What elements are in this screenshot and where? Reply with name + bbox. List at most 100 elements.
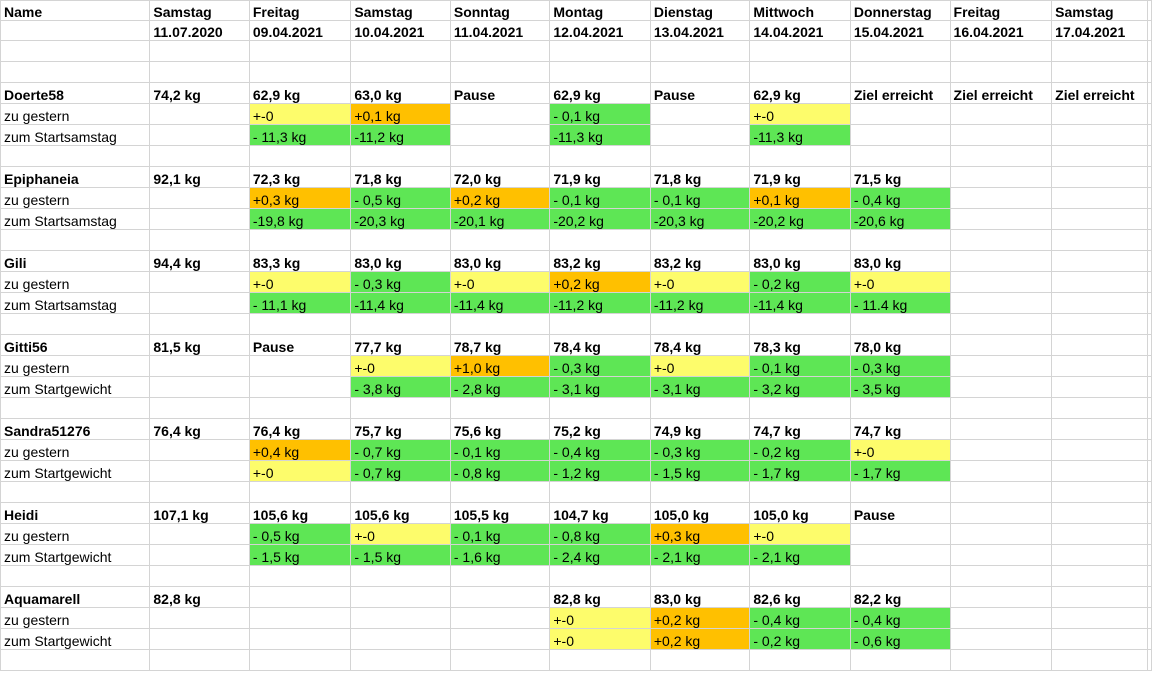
empty-cell[interactable] [449,481,551,503]
total-label[interactable]: zum Startgewicht [0,376,151,398]
empty-cell[interactable] [949,313,1053,335]
total-cell[interactable] [949,292,1053,314]
total-cell[interactable]: - 2,4 kg [549,544,651,566]
empty-cell[interactable] [949,565,1053,587]
empty-cell[interactable] [849,40,951,62]
weight-cell[interactable]: 107,1 kg [149,502,250,524]
weight-cell[interactable]: 83,0 kg [749,250,851,272]
total-cell[interactable]: +-0 [549,628,651,650]
diff-cell[interactable]: - 0,2 kg [749,439,851,461]
empty-cell[interactable] [1051,565,1148,587]
weight-cell[interactable]: 105,0 kg [649,502,751,524]
weight-cell[interactable]: 72,0 kg [449,166,551,188]
empty-cell[interactable] [849,481,951,503]
empty-cell[interactable] [649,40,751,62]
diff-cell[interactable] [949,439,1053,461]
empty-cell[interactable] [248,481,352,503]
weight-cell[interactable]: 81,5 kg [149,334,250,356]
empty-cell[interactable] [1147,20,1152,41]
empty-cell[interactable] [449,649,551,671]
empty-cell[interactable] [248,145,352,167]
empty-cell[interactable] [1147,418,1152,440]
weight-cell[interactable]: 71,9 kg [549,166,651,188]
header-day[interactable]: Sonntag [449,0,551,21]
diff-label[interactable]: zu gestern [0,523,151,545]
header-date[interactable]: 11.07.2020 [149,20,250,41]
diff-cell[interactable]: - 0,5 kg [350,187,451,209]
total-cell[interactable]: - 3,8 kg [350,376,451,398]
empty-cell[interactable] [1147,502,1152,524]
empty-cell[interactable] [1147,355,1152,377]
empty-cell[interactable] [0,40,151,62]
empty-cell[interactable] [749,313,851,335]
empty-cell[interactable] [149,481,250,503]
total-label[interactable]: zum Startgewicht [0,460,151,482]
diff-cell[interactable]: +-0 [649,355,751,377]
weight-cell[interactable]: 74,9 kg [649,418,751,440]
diff-label[interactable]: zu gestern [0,187,151,209]
total-cell[interactable]: - 1,5 kg [350,544,451,566]
empty-cell[interactable] [1051,649,1148,671]
weight-cell[interactable] [1051,250,1148,272]
weight-cell[interactable]: 78,4 kg [549,334,651,356]
diff-cell[interactable] [248,355,352,377]
header-date[interactable]: 11.04.2021 [449,20,551,41]
diff-label[interactable]: zu gestern [0,607,151,629]
total-cell[interactable] [149,376,250,398]
empty-cell[interactable] [1147,292,1152,314]
header-day[interactable]: Samstag [350,0,451,21]
weight-cell[interactable]: 72,3 kg [248,166,352,188]
diff-cell[interactable]: - 0,3 kg [549,355,651,377]
total-cell[interactable] [449,124,551,146]
total-cell[interactable] [149,460,250,482]
empty-cell[interactable] [1147,481,1152,503]
total-cell[interactable] [949,376,1053,398]
weight-cell[interactable] [949,166,1053,188]
weight-cell[interactable]: 83,0 kg [449,250,551,272]
total-cell[interactable]: - 11.4 kg [849,292,951,314]
participant-name[interactable]: Gili [0,250,151,272]
weight-cell[interactable]: 83,0 kg [350,250,451,272]
header-day[interactable]: Samstag [1051,0,1148,21]
total-cell[interactable] [849,544,951,566]
diff-cell[interactable]: +0,2 kg [649,607,751,629]
total-cell[interactable]: -19,8 kg [248,208,352,230]
empty-cell[interactable] [0,649,151,671]
diff-cell[interactable]: - 0,2 kg [749,271,851,293]
diff-cell[interactable] [949,103,1053,125]
weight-cell[interactable] [248,586,352,608]
weight-cell[interactable] [949,418,1053,440]
total-cell[interactable]: -20,2 kg [749,208,851,230]
diff-cell[interactable]: +-0 [350,355,451,377]
empty-cell[interactable] [1051,40,1148,62]
header-day[interactable]: Donnerstag [849,0,951,21]
header-day[interactable]: Dienstag [649,0,751,21]
empty-cell[interactable] [1051,61,1148,83]
empty-cell[interactable] [1147,607,1152,629]
weight-cell[interactable]: 71,5 kg [849,166,951,188]
empty-cell[interactable] [248,649,352,671]
empty-cell[interactable] [949,649,1053,671]
weight-cell[interactable]: 62,9 kg [749,82,851,104]
diff-cell[interactable]: - 0,7 kg [350,439,451,461]
total-cell[interactable] [1051,208,1148,230]
diff-cell[interactable] [1051,607,1148,629]
empty-cell[interactable] [549,40,651,62]
weight-cell[interactable]: 63,0 kg [350,82,451,104]
empty-cell[interactable] [0,565,151,587]
diff-cell[interactable]: - 0,3 kg [350,271,451,293]
diff-cell[interactable]: - 0,8 kg [549,523,651,545]
weight-cell[interactable]: 83,2 kg [549,250,651,272]
diff-cell[interactable]: - 0,4 kg [549,439,651,461]
total-cell[interactable] [149,544,250,566]
empty-cell[interactable] [949,229,1053,251]
weight-cell[interactable]: 62,9 kg [248,82,352,104]
empty-cell[interactable] [1147,544,1152,566]
total-cell[interactable]: -20,3 kg [649,208,751,230]
total-cell[interactable]: -20,2 kg [549,208,651,230]
empty-cell[interactable] [449,313,551,335]
total-cell[interactable]: - 1,5 kg [649,460,751,482]
empty-cell[interactable] [649,397,751,419]
total-cell[interactable] [1051,544,1148,566]
empty-cell[interactable] [449,40,551,62]
